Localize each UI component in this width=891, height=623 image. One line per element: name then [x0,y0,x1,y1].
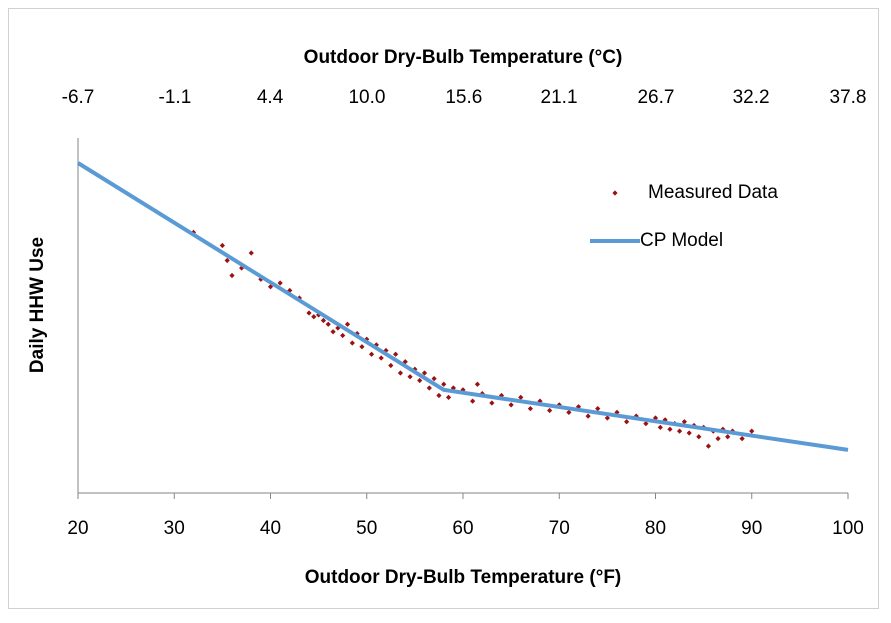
data-point [445,394,452,400]
data-point [527,406,533,412]
x2-tick-label: 32.2 [733,87,770,108]
data-point [705,443,712,449]
data-point [325,321,331,327]
x2-tick-label: 15.6 [445,87,482,108]
data-point [696,434,702,440]
data-point [359,344,365,350]
data-point [426,385,432,391]
x-tick-label: 90 [741,518,762,539]
data-point [643,421,649,427]
data-point [624,419,630,425]
x2-tick-label: 4.4 [257,87,284,108]
data-point [421,370,428,376]
data-point [681,419,687,425]
data-point [219,242,225,249]
data-point [686,430,692,436]
data-point [393,351,399,357]
x2-tick-label: 21.1 [541,87,578,108]
data-point [547,407,553,414]
data-point [436,392,442,399]
x2-tick-label: -6.7 [62,87,95,108]
x-tick-label: 70 [549,518,570,539]
data-point [277,280,283,286]
data-point [566,409,572,415]
legend-marker [612,190,618,196]
x-tick-label: 100 [832,518,864,539]
data-point [311,314,317,320]
data-point [417,377,423,384]
data-point [441,381,447,387]
data-point [431,376,437,382]
data-point [248,250,254,256]
data-point [378,355,384,361]
data-point [349,340,355,346]
x2-tick-label: 26.7 [637,87,674,108]
data-point [306,310,312,316]
data-point [595,406,601,412]
data-point [508,402,514,408]
data-point [224,257,230,264]
x2-tick-label: 10.0 [348,87,385,108]
data-point [229,272,235,279]
data-point [676,428,683,434]
x-tick-label: 20 [67,518,88,539]
data-point [604,415,610,421]
data-point [585,413,591,419]
data-point [330,329,336,335]
data-point [407,374,413,380]
data-point [344,321,351,327]
x-tick-label: 50 [356,518,377,539]
x2-tick-label: -1.1 [159,87,192,108]
data-point [739,436,745,442]
x-axis-title: Outdoor Dry-Bulb Temperature (°F) [305,567,622,588]
data-point [657,424,663,430]
data-point [715,436,721,442]
data-point [667,426,673,432]
model-line [76,161,849,452]
data-point [470,398,476,404]
x2-axis-title: Outdoor Dry-Bulb Temperature (°C) [304,47,623,68]
legend-label: Measured Data [648,182,778,203]
data-point [489,400,495,406]
x-tick-label: 80 [645,518,666,539]
data-point [397,370,404,376]
x2-tick-label: 37.8 [830,87,867,108]
data-point [749,428,755,434]
data-point [320,317,327,324]
chart-border [8,8,879,609]
data-point [368,351,375,357]
x-tick-label: 60 [452,518,473,539]
data-point [474,381,481,387]
data-point [340,332,346,339]
data-point [518,394,524,400]
data-point [725,434,731,440]
data-point [388,362,394,369]
x-tick-label: 40 [260,518,281,539]
y-axis-title: Daily HHW Use [27,237,48,373]
legend-label: CP Model [640,230,723,251]
x-tick-label: 30 [164,518,185,539]
